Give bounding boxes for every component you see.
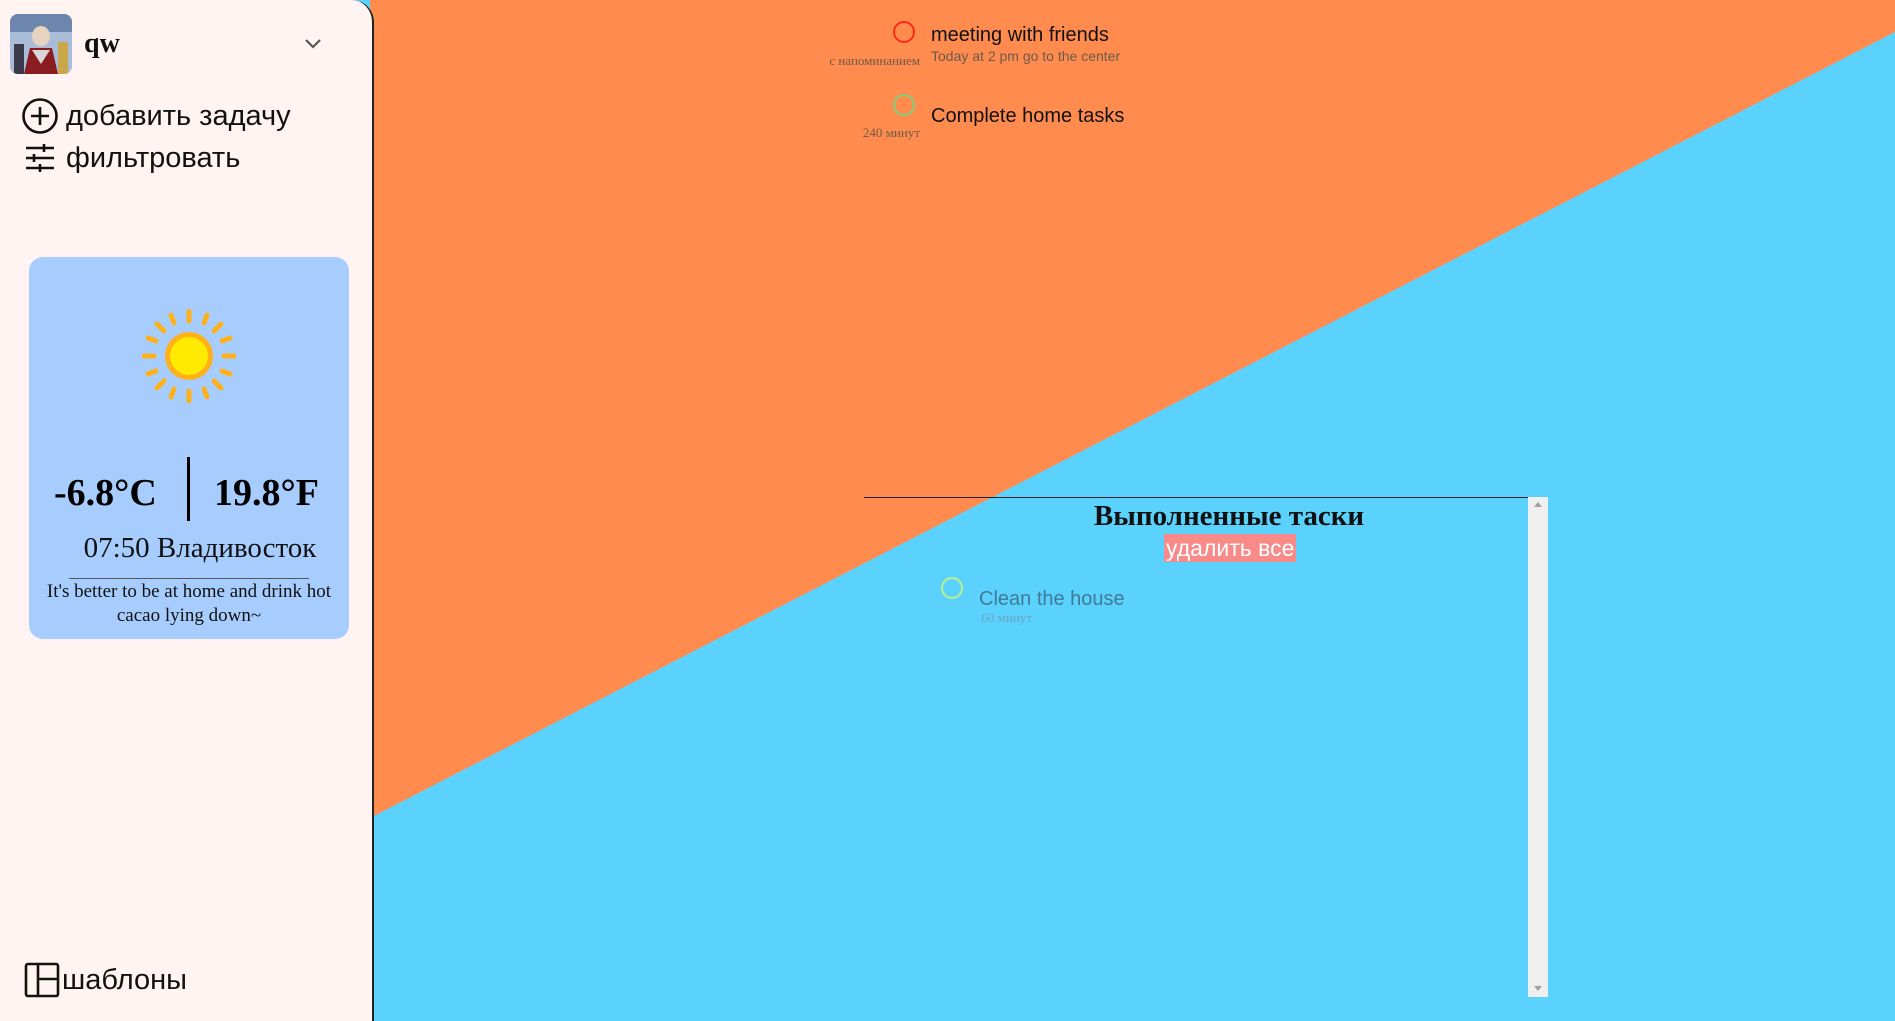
temperature-divider bbox=[187, 457, 190, 521]
avatar[interactable] bbox=[10, 14, 72, 74]
task-meta: 60 минут bbox=[981, 610, 1032, 625]
sidebar: qw добавить задачу фильтровать bbox=[0, 0, 374, 1021]
delete-all-button[interactable]: удалить все bbox=[1164, 534, 1297, 562]
weather-advice: It's better to be at home and drink hot … bbox=[46, 581, 332, 626]
scroll-up-icon[interactable] bbox=[1534, 502, 1542, 507]
temperature-row: -6.8°C 19.8°F bbox=[29, 457, 349, 527]
add-task-button[interactable]: добавить задачу bbox=[20, 98, 291, 134]
temperature-fahrenheit: 19.8°F bbox=[214, 472, 319, 514]
completed-panel-scrollbar[interactable] bbox=[1528, 497, 1548, 997]
task-title: meeting with friends bbox=[931, 24, 1109, 46]
completed-tasks-title: Выполненные таски bbox=[1093, 500, 1365, 532]
layout-icon bbox=[24, 962, 60, 998]
task-meta: 240 минут bbox=[862, 125, 920, 140]
sliders-icon bbox=[20, 140, 60, 176]
completed-task-item[interactable]: 60 минут Clean the house bbox=[864, 577, 1264, 627]
task-item[interactable]: 240 минут Complete home tasks bbox=[800, 92, 1200, 142]
task-complete-toggle[interactable] bbox=[893, 21, 915, 43]
weather-divider bbox=[69, 578, 309, 579]
templates-button[interactable]: шаблоны bbox=[24, 960, 187, 1000]
user-menu[interactable]: qw bbox=[10, 14, 350, 76]
task-title: Complete home tasks bbox=[931, 105, 1125, 127]
add-task-label: добавить задачу bbox=[66, 99, 291, 132]
filter-label: фильтровать bbox=[66, 141, 241, 174]
task-meta: с напоминанием bbox=[829, 53, 920, 68]
task-complete-toggle[interactable] bbox=[893, 94, 915, 116]
completed-panel-border bbox=[864, 497, 1528, 498]
sun-icon bbox=[142, 309, 236, 403]
user-name: qw bbox=[84, 28, 120, 59]
filter-button[interactable]: фильтровать bbox=[20, 140, 240, 176]
scroll-down-icon[interactable] bbox=[1534, 986, 1542, 991]
plus-circle-icon bbox=[20, 98, 60, 134]
task-complete-toggle[interactable] bbox=[941, 577, 963, 599]
task-item[interactable]: с напоминанием meeting with friends Toda… bbox=[800, 20, 1200, 70]
task-description: Today at 2 pm go to the center bbox=[931, 48, 1121, 64]
weather-time-location: 07:50 Владивосток bbox=[83, 532, 317, 564]
completed-tasks-panel: Выполненные таски удалить все 60 минут C… bbox=[864, 497, 1548, 997]
temperature-celsius: -6.8°C bbox=[54, 472, 157, 514]
weather-widget: -6.8°C 19.8°F 07:50 Владивосток It's bet… bbox=[29, 257, 349, 639]
templates-label: шаблоны bbox=[62, 963, 187, 996]
task-title: Clean the house bbox=[979, 588, 1125, 610]
chevron-down-icon[interactable] bbox=[302, 36, 324, 52]
